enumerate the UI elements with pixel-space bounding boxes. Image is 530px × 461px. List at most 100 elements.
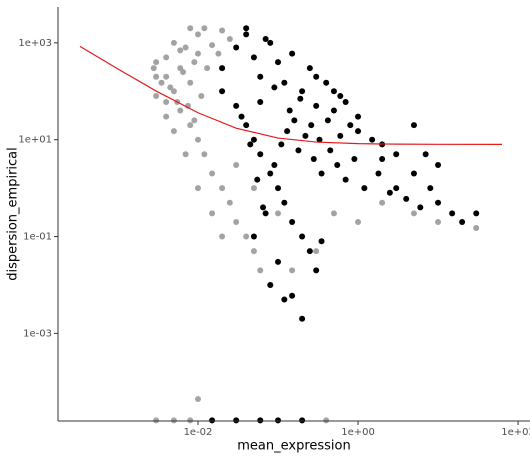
point bbox=[435, 218, 442, 225]
point bbox=[250, 248, 257, 255]
point bbox=[386, 189, 393, 196]
point bbox=[281, 199, 288, 206]
x-axis-title: mean_expression bbox=[237, 439, 351, 454]
y-tick-label: 1e-01 bbox=[23, 232, 52, 243]
point bbox=[275, 210, 282, 217]
point bbox=[299, 88, 306, 95]
point bbox=[194, 185, 201, 192]
point bbox=[410, 210, 417, 217]
point bbox=[177, 107, 184, 114]
point bbox=[393, 151, 400, 158]
y-tick-label: 1e+03 bbox=[18, 38, 52, 49]
point bbox=[250, 185, 257, 192]
point bbox=[187, 417, 194, 424]
point bbox=[187, 25, 194, 32]
point bbox=[289, 50, 296, 57]
point bbox=[342, 99, 349, 106]
point bbox=[182, 44, 189, 51]
point bbox=[153, 417, 160, 424]
point bbox=[284, 128, 291, 135]
point bbox=[194, 396, 201, 403]
point bbox=[297, 95, 304, 102]
point bbox=[313, 267, 320, 274]
point bbox=[427, 185, 434, 192]
point bbox=[243, 31, 250, 38]
point bbox=[209, 417, 216, 424]
point bbox=[318, 238, 325, 245]
point bbox=[180, 69, 187, 76]
point bbox=[257, 267, 264, 274]
point bbox=[187, 79, 194, 86]
point bbox=[267, 170, 274, 177]
point bbox=[361, 185, 368, 192]
point bbox=[271, 162, 278, 169]
point bbox=[393, 185, 400, 192]
point bbox=[233, 102, 240, 109]
point bbox=[327, 147, 334, 154]
point bbox=[347, 122, 354, 129]
point bbox=[233, 162, 240, 169]
point bbox=[330, 88, 337, 95]
point bbox=[278, 141, 285, 148]
point bbox=[163, 54, 170, 61]
point bbox=[167, 84, 174, 91]
point bbox=[257, 151, 264, 158]
point bbox=[153, 59, 160, 66]
point bbox=[473, 225, 480, 232]
point bbox=[375, 170, 382, 177]
point bbox=[267, 39, 274, 46]
point bbox=[289, 218, 296, 225]
point bbox=[302, 132, 309, 139]
point bbox=[323, 79, 330, 86]
point bbox=[194, 50, 201, 57]
point bbox=[262, 36, 269, 43]
point bbox=[275, 258, 282, 265]
point bbox=[306, 65, 313, 72]
point bbox=[313, 102, 320, 109]
point bbox=[369, 136, 376, 143]
point bbox=[163, 73, 170, 80]
point bbox=[379, 199, 386, 206]
point bbox=[153, 73, 160, 80]
point bbox=[201, 151, 208, 158]
point bbox=[308, 122, 315, 129]
point bbox=[260, 204, 267, 211]
point bbox=[257, 73, 264, 80]
point bbox=[449, 210, 456, 217]
point bbox=[198, 92, 205, 99]
point bbox=[219, 27, 226, 34]
point bbox=[262, 210, 269, 217]
point bbox=[219, 233, 226, 240]
point bbox=[158, 79, 165, 86]
point bbox=[226, 199, 233, 206]
point bbox=[209, 170, 216, 177]
point bbox=[163, 99, 170, 106]
point bbox=[299, 315, 306, 322]
point bbox=[410, 122, 417, 129]
point bbox=[289, 267, 296, 274]
point bbox=[177, 47, 184, 54]
point bbox=[247, 141, 254, 148]
x-tick-label: 1e+00 bbox=[341, 427, 375, 438]
point bbox=[313, 248, 320, 255]
point bbox=[275, 417, 282, 424]
point bbox=[267, 281, 274, 288]
point bbox=[330, 210, 337, 217]
point bbox=[233, 44, 240, 51]
point bbox=[435, 162, 442, 169]
point bbox=[257, 417, 264, 424]
point bbox=[271, 84, 278, 91]
point bbox=[215, 50, 222, 57]
point bbox=[187, 122, 194, 129]
point bbox=[163, 113, 170, 120]
y-tick-label: 1e-03 bbox=[23, 328, 52, 339]
point bbox=[291, 117, 298, 124]
point bbox=[417, 204, 424, 211]
point bbox=[182, 151, 189, 158]
point bbox=[289, 292, 296, 299]
point bbox=[150, 65, 157, 72]
point bbox=[295, 147, 302, 154]
point bbox=[233, 218, 240, 225]
point bbox=[281, 296, 288, 303]
